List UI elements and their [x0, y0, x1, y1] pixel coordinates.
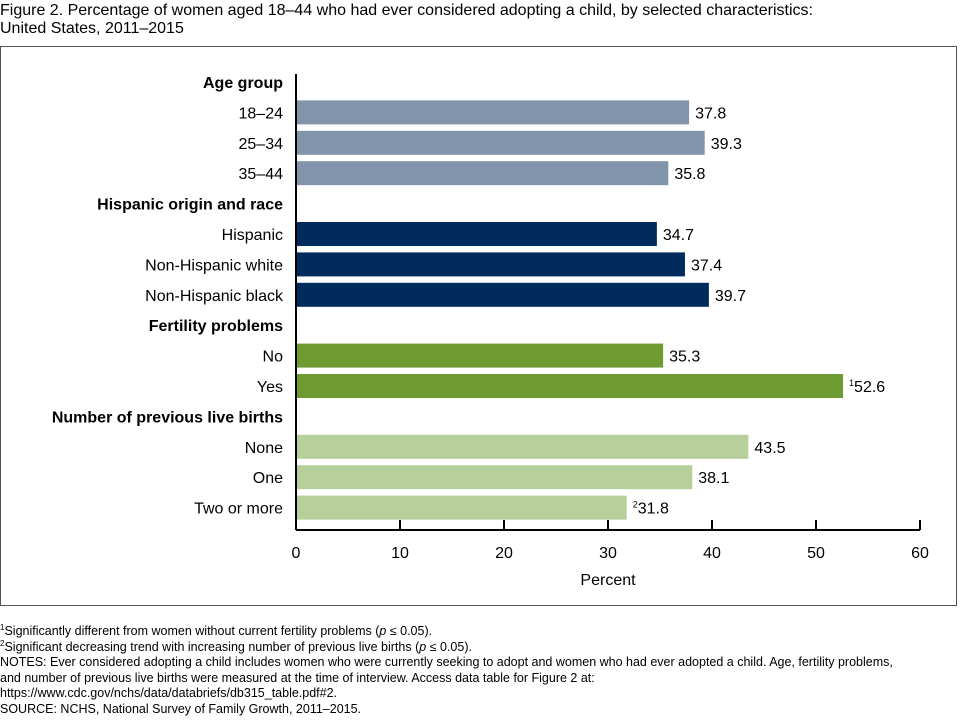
data-label: 231.8: [633, 500, 669, 518]
category-label: Non-Hispanic white: [145, 257, 283, 274]
data-value: 31.8: [638, 501, 669, 518]
data-label: 35.3: [669, 349, 700, 366]
source-note: SOURCE: NCHS, National Survey of Family …: [0, 701, 362, 716]
bar: [297, 161, 669, 186]
group-header: Fertility problems: [149, 318, 283, 335]
data-label: 152.6: [849, 378, 885, 396]
bar: [297, 495, 627, 520]
footnote-2: 2Significant decreasing trend with incre…: [0, 638, 472, 654]
bar: [297, 465, 693, 490]
data-label: 35.8: [674, 166, 705, 183]
bar: [297, 222, 657, 246]
bar: [297, 130, 705, 155]
data-label: 38.1: [698, 470, 729, 487]
data-value: 52.6: [854, 379, 885, 396]
data-label: 37.8: [695, 105, 726, 122]
footnote-marker: 2: [633, 500, 638, 510]
notes-line-2: and number of previous live births were …: [0, 670, 595, 685]
category-label: One: [253, 470, 283, 487]
data-label: 43.5: [754, 440, 785, 457]
data-label: 39.3: [711, 136, 742, 153]
footnote-1: 1Significantly different from women with…: [0, 623, 433, 639]
chart-frame: [0, 46, 957, 606]
x-tick-label: 30: [599, 545, 617, 562]
footnote-marker: 1: [849, 378, 854, 388]
bar-chart: Age group 18–24 37.8 25–34 39.3 35–44 35.8 Hisp…: [52, 74, 929, 589]
category-label: 18–24: [239, 105, 284, 122]
category-label: Two or more: [194, 501, 283, 518]
bar: [297, 282, 709, 307]
x-tick-label: 40: [703, 545, 721, 562]
bar: [297, 434, 749, 459]
data-label: 39.7: [715, 288, 746, 305]
notes-line-1: NOTES: Ever considered adopting a child …: [0, 655, 893, 669]
bar: [297, 343, 664, 368]
x-tick-label: 20: [495, 545, 513, 562]
data-table-link[interactable]: https://www.cdc.gov/nchs/data/databriefs…: [0, 686, 338, 700]
category-label: 25–34: [239, 136, 284, 153]
bar: [297, 100, 690, 125]
group-header: Age group: [203, 75, 283, 92]
bar: [297, 374, 844, 398]
figure-title: Figure 2. Percentage of women aged 18–44…: [0, 2, 960, 38]
category-label: Yes: [257, 379, 283, 396]
x-tick-label: 60: [911, 545, 929, 562]
x-tick-label: 0: [292, 545, 301, 562]
category-label: Hispanic: [222, 227, 283, 244]
x-tick-label: 10: [391, 545, 409, 562]
x-axis-title: Percent: [580, 572, 636, 589]
group-header: Number of previous live births: [52, 409, 283, 426]
data-label: 34.7: [663, 227, 694, 244]
category-label: No: [263, 349, 284, 366]
figure-title-line-2: United States, 2011–2015: [0, 20, 184, 37]
category-label: None: [245, 440, 283, 457]
group-header: Hispanic origin and race: [97, 197, 283, 214]
data-label: 37.4: [691, 257, 722, 274]
figure-title-line-1: Figure 2. Percentage of women aged 18–44…: [0, 2, 813, 19]
bar: [297, 252, 685, 277]
category-label: Non-Hispanic black: [145, 288, 284, 305]
footnotes: 1Significantly different from women with…: [0, 624, 960, 717]
category-label: 35–44: [239, 166, 284, 183]
x-tick-label: 50: [807, 545, 825, 562]
